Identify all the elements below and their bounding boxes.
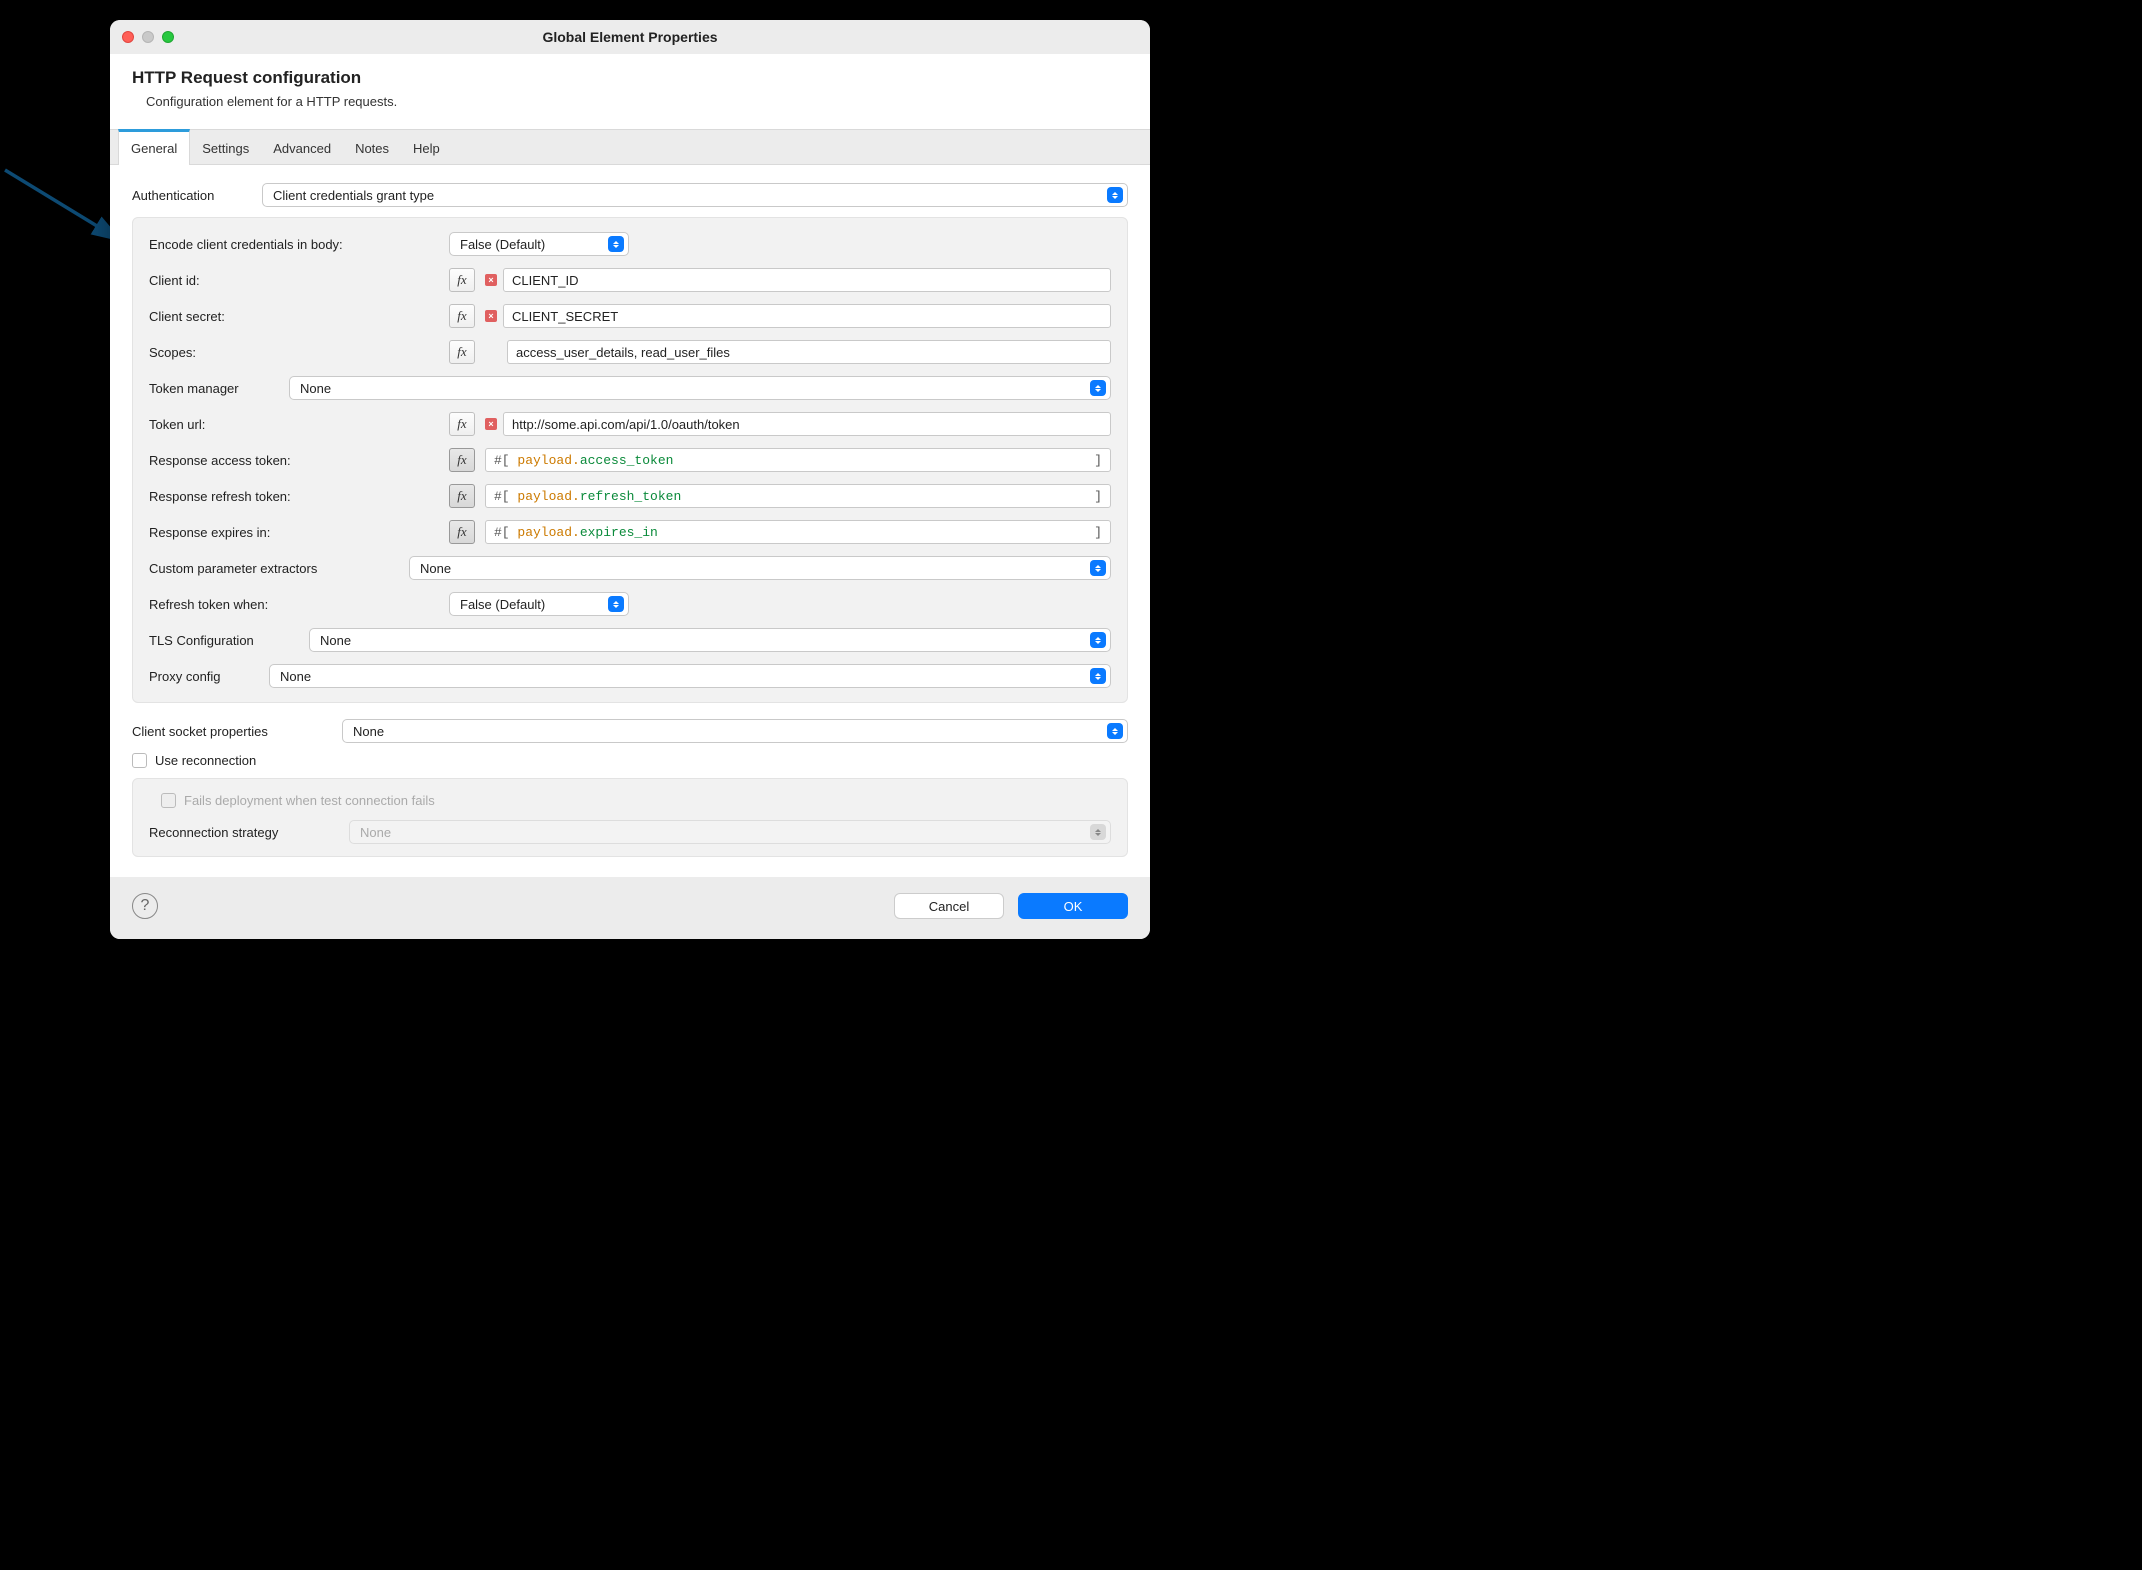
- client-secret-label: Client secret:: [149, 309, 439, 324]
- scopes-input[interactable]: access_user_details, read_user_files: [507, 340, 1111, 364]
- chevron-updown-icon: [1090, 668, 1106, 684]
- resp-access-input[interactable]: #[ payload.access_token ]: [485, 448, 1111, 472]
- reconnection-panel: Fails deployment when test connection fa…: [132, 778, 1128, 857]
- resp-expires-input[interactable]: #[ payload.expires_in ]: [485, 520, 1111, 544]
- auth-panel: Encode client credentials in body: False…: [132, 217, 1128, 703]
- authentication-value: Client credentials grant type: [273, 188, 434, 203]
- fx-toggle[interactable]: fx: [449, 340, 475, 364]
- tab-bar: General Settings Advanced Notes Help: [110, 129, 1150, 165]
- page-title: HTTP Request configuration: [132, 68, 1128, 88]
- ok-button[interactable]: OK: [1018, 893, 1128, 919]
- help-icon[interactable]: ?: [132, 893, 158, 919]
- chevron-updown-icon: [1090, 380, 1106, 396]
- reconnection-strategy-label: Reconnection strategy: [149, 825, 339, 840]
- socket-value: None: [353, 724, 384, 739]
- tls-select[interactable]: None: [309, 628, 1111, 652]
- custom-extractors-select[interactable]: None: [409, 556, 1111, 580]
- token-manager-value: None: [300, 381, 331, 396]
- use-reconnection-label: Use reconnection: [155, 753, 256, 768]
- resp-access-label: Response access token:: [149, 453, 439, 468]
- authentication-select[interactable]: Client credentials grant type: [262, 183, 1128, 207]
- tab-content: Authentication Client credentials grant …: [110, 165, 1150, 877]
- fx-toggle[interactable]: fx: [449, 520, 475, 544]
- fx-toggle[interactable]: fx: [449, 484, 475, 508]
- custom-extractors-label: Custom parameter extractors: [149, 561, 399, 576]
- proxy-label: Proxy config: [149, 669, 259, 684]
- chevron-updown-icon: [1107, 723, 1123, 739]
- header: HTTP Request configuration Configuration…: [110, 54, 1150, 129]
- error-icon: ×: [485, 274, 497, 286]
- fails-deployment-checkbox: [161, 793, 176, 808]
- token-manager-label: Token manager: [149, 381, 279, 396]
- fx-toggle[interactable]: fx: [449, 448, 475, 472]
- tab-advanced[interactable]: Advanced: [261, 129, 343, 164]
- resp-expires-label: Response expires in:: [149, 525, 439, 540]
- authentication-label: Authentication: [132, 188, 252, 203]
- encode-select[interactable]: False (Default): [449, 232, 629, 256]
- titlebar: Global Element Properties: [110, 20, 1150, 54]
- socket-label: Client socket properties: [132, 724, 332, 739]
- token-url-label: Token url:: [149, 417, 439, 432]
- tab-settings[interactable]: Settings: [190, 129, 261, 164]
- encode-label: Encode client credentials in body:: [149, 237, 439, 252]
- tab-general[interactable]: General: [118, 129, 190, 165]
- token-manager-select[interactable]: None: [289, 376, 1111, 400]
- custom-extractors-value: None: [420, 561, 451, 576]
- window-title: Global Element Properties: [110, 29, 1150, 45]
- cancel-button[interactable]: Cancel: [894, 893, 1004, 919]
- chevron-updown-icon: [1107, 187, 1123, 203]
- refresh-when-select[interactable]: False (Default): [449, 592, 629, 616]
- footer: ? Cancel OK: [110, 877, 1150, 939]
- chevron-updown-icon: [1090, 632, 1106, 648]
- fx-toggle[interactable]: fx: [449, 304, 475, 328]
- client-id-label: Client id:: [149, 273, 439, 288]
- chevron-updown-icon: [608, 236, 624, 252]
- dialog-window: Global Element Properties HTTP Request c…: [110, 20, 1150, 939]
- tab-notes[interactable]: Notes: [343, 129, 401, 164]
- client-id-input[interactable]: CLIENT_ID: [503, 268, 1111, 292]
- reconnection-strategy-select: None: [349, 820, 1111, 844]
- tls-value: None: [320, 633, 351, 648]
- use-reconnection-checkbox[interactable]: [132, 753, 147, 768]
- tls-label: TLS Configuration: [149, 633, 299, 648]
- proxy-value: None: [280, 669, 311, 684]
- error-icon: ×: [485, 310, 497, 322]
- error-icon: ×: [485, 418, 497, 430]
- fails-deployment-label: Fails deployment when test connection fa…: [184, 793, 435, 808]
- token-url-input[interactable]: http://some.api.com/api/1.0/oauth/token: [503, 412, 1111, 436]
- fx-toggle[interactable]: fx: [449, 268, 475, 292]
- page-subtitle: Configuration element for a HTTP request…: [146, 94, 1128, 109]
- scopes-label: Scopes:: [149, 345, 439, 360]
- chevron-updown-icon: [1090, 824, 1106, 840]
- chevron-updown-icon: [608, 596, 624, 612]
- client-secret-input[interactable]: CLIENT_SECRET: [503, 304, 1111, 328]
- proxy-select[interactable]: None: [269, 664, 1111, 688]
- socket-select[interactable]: None: [342, 719, 1128, 743]
- reconnection-strategy-value: None: [360, 825, 391, 840]
- fx-toggle[interactable]: fx: [449, 412, 475, 436]
- resp-refresh-input[interactable]: #[ payload.refresh_token ]: [485, 484, 1111, 508]
- refresh-when-label: Refresh token when:: [149, 597, 439, 612]
- chevron-updown-icon: [1090, 560, 1106, 576]
- refresh-when-value: False (Default): [460, 597, 545, 612]
- encode-value: False (Default): [460, 237, 545, 252]
- tab-help[interactable]: Help: [401, 129, 452, 164]
- resp-refresh-label: Response refresh token:: [149, 489, 439, 504]
